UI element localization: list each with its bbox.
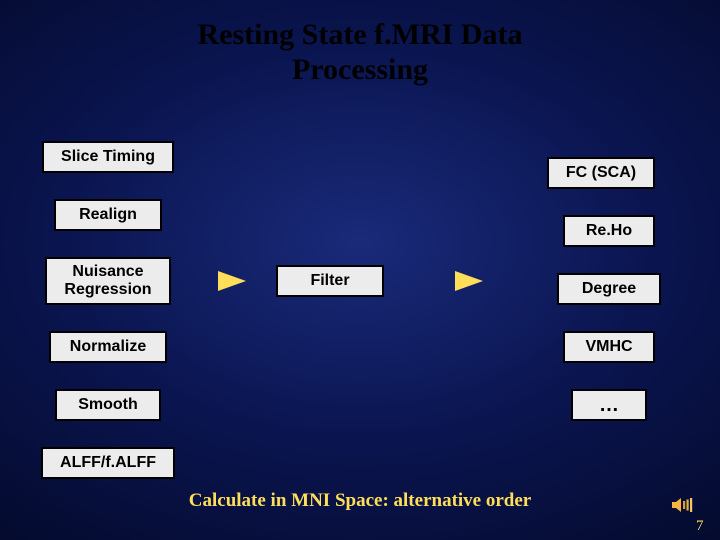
- box-realign: Realign: [54, 199, 162, 231]
- box-label: Realign: [79, 206, 137, 224]
- box-normalize: Normalize: [49, 331, 167, 363]
- box-label: Degree: [582, 280, 636, 298]
- arrow-right-icon: [218, 271, 246, 291]
- box-label: Normalize: [70, 338, 146, 356]
- box-vmhc: VMHC: [563, 331, 655, 363]
- box-fc: FC (SCA): [547, 157, 655, 189]
- box-label: Re.Ho: [586, 222, 632, 240]
- box-label: FC (SCA): [566, 164, 636, 182]
- box-label: ALFF/f.ALFF: [60, 454, 156, 472]
- footer-text: Calculate in MNI Space: alternative orde…: [0, 490, 720, 512]
- speaker-icon: [672, 496, 694, 514]
- box-slice-timing: Slice Timing: [42, 141, 174, 173]
- title-line1: Resting State f.MRI Data: [0, 18, 720, 53]
- box-ellipsis: …: [571, 389, 647, 421]
- box-smooth: Smooth: [55, 389, 161, 421]
- box-nuisance: NuisanceRegression: [45, 257, 171, 305]
- box-label: Slice Timing: [61, 148, 155, 166]
- page-number: 7: [696, 518, 704, 535]
- box-reho: Re.Ho: [563, 215, 655, 247]
- box-filter: Filter: [276, 265, 384, 297]
- box-label: Smooth: [78, 396, 138, 414]
- box-label: …: [599, 394, 619, 417]
- box-label: Filter: [310, 272, 349, 290]
- box-alff: ALFF/f.ALFF: [41, 447, 175, 479]
- box-label: VMHC: [585, 338, 632, 356]
- box-label: NuisanceRegression: [64, 263, 151, 300]
- arrow-right-icon: [455, 271, 483, 291]
- slide-title: Resting State f.MRI Data Processing: [0, 18, 720, 87]
- title-line2: Processing: [0, 53, 720, 88]
- box-degree: Degree: [557, 273, 661, 305]
